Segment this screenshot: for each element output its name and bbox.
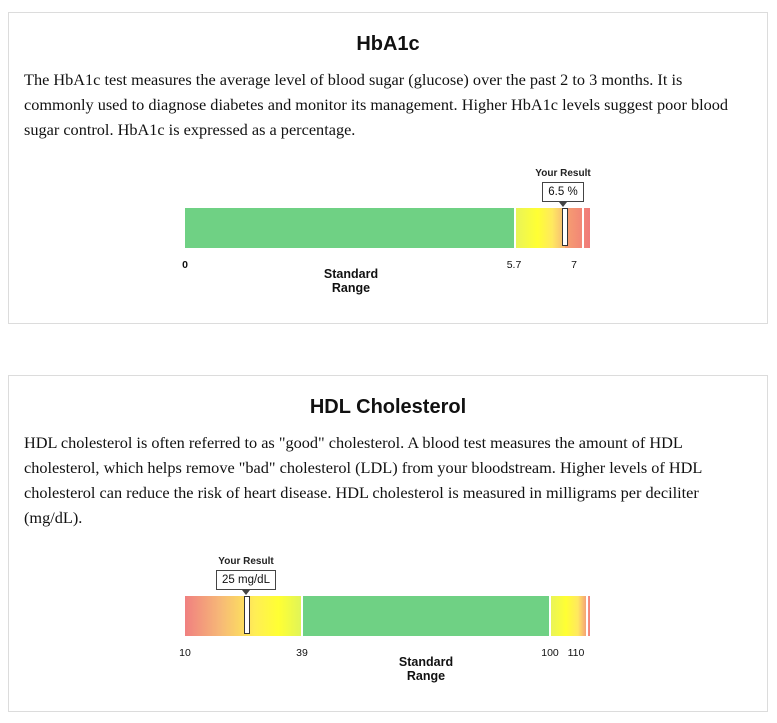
- hdl-description: HDL cholesterol is often referred to as …: [24, 433, 702, 527]
- hdl-tick-100: 100: [541, 647, 559, 659]
- hdl-result-caption: Your Result: [218, 556, 274, 567]
- hba1c-standard-label: Standard: [323, 267, 379, 281]
- hba1c-result-value: 6.5 %: [542, 182, 584, 207]
- hdl-range-label: Range: [406, 669, 446, 683]
- hba1c-tick-7: 7: [571, 259, 577, 271]
- hdl-result-callout: Your Result 25 mg/dL: [186, 555, 306, 595]
- hdl-normal-segment: [302, 596, 550, 636]
- hba1c-normal-segment: [185, 208, 515, 248]
- hdl-result-marker: [244, 596, 250, 634]
- hba1c-tick-5-7: 5.7: [506, 259, 522, 271]
- hba1c-prediabetes-segment: [515, 208, 565, 248]
- hba1c-gauge-bar: [185, 208, 590, 248]
- hba1c-result-marker: [562, 208, 568, 246]
- hdl-divider-100: [549, 596, 551, 636]
- hdl-gauge-bar: [185, 596, 590, 636]
- hdl-tick-10: 10: [179, 647, 191, 659]
- hdl-divider-39: [301, 596, 303, 636]
- hba1c-card: HbA1c The HbA1c test measures the averag…: [8, 12, 768, 324]
- hba1c-divider-5-7: [514, 208, 516, 248]
- hba1c-title: HbA1c: [356, 33, 420, 55]
- hdl-card: HDL Cholesterol HDL cholesterol is often…: [8, 375, 768, 712]
- hba1c-high-segment: [565, 208, 590, 248]
- hdl-standard-range-label: Standard Range: [381, 655, 471, 683]
- hdl-title: HDL Cholesterol: [309, 396, 467, 418]
- hdl-standard-label: Standard: [398, 655, 454, 669]
- hdl-high-segment: [550, 596, 590, 636]
- hdl-tick-110: 110: [567, 647, 585, 659]
- hba1c-result-caption: Your Result: [535, 168, 591, 179]
- hba1c-description: The HbA1c test measures the average leve…: [24, 70, 729, 139]
- hdl-divider-110: [586, 596, 588, 636]
- hba1c-tick-0: 0: [182, 259, 188, 271]
- hdl-tick-39: 39: [296, 647, 308, 659]
- hdl-result-value: 25 mg/dL: [216, 570, 276, 595]
- hba1c-divider-7: [582, 208, 584, 248]
- hba1c-result-callout: Your Result 6.5 %: [503, 167, 623, 207]
- hba1c-range-label: Range: [331, 281, 371, 295]
- hba1c-standard-range-label: Standard Range: [306, 267, 396, 295]
- hdl-low-segment: [185, 596, 302, 636]
